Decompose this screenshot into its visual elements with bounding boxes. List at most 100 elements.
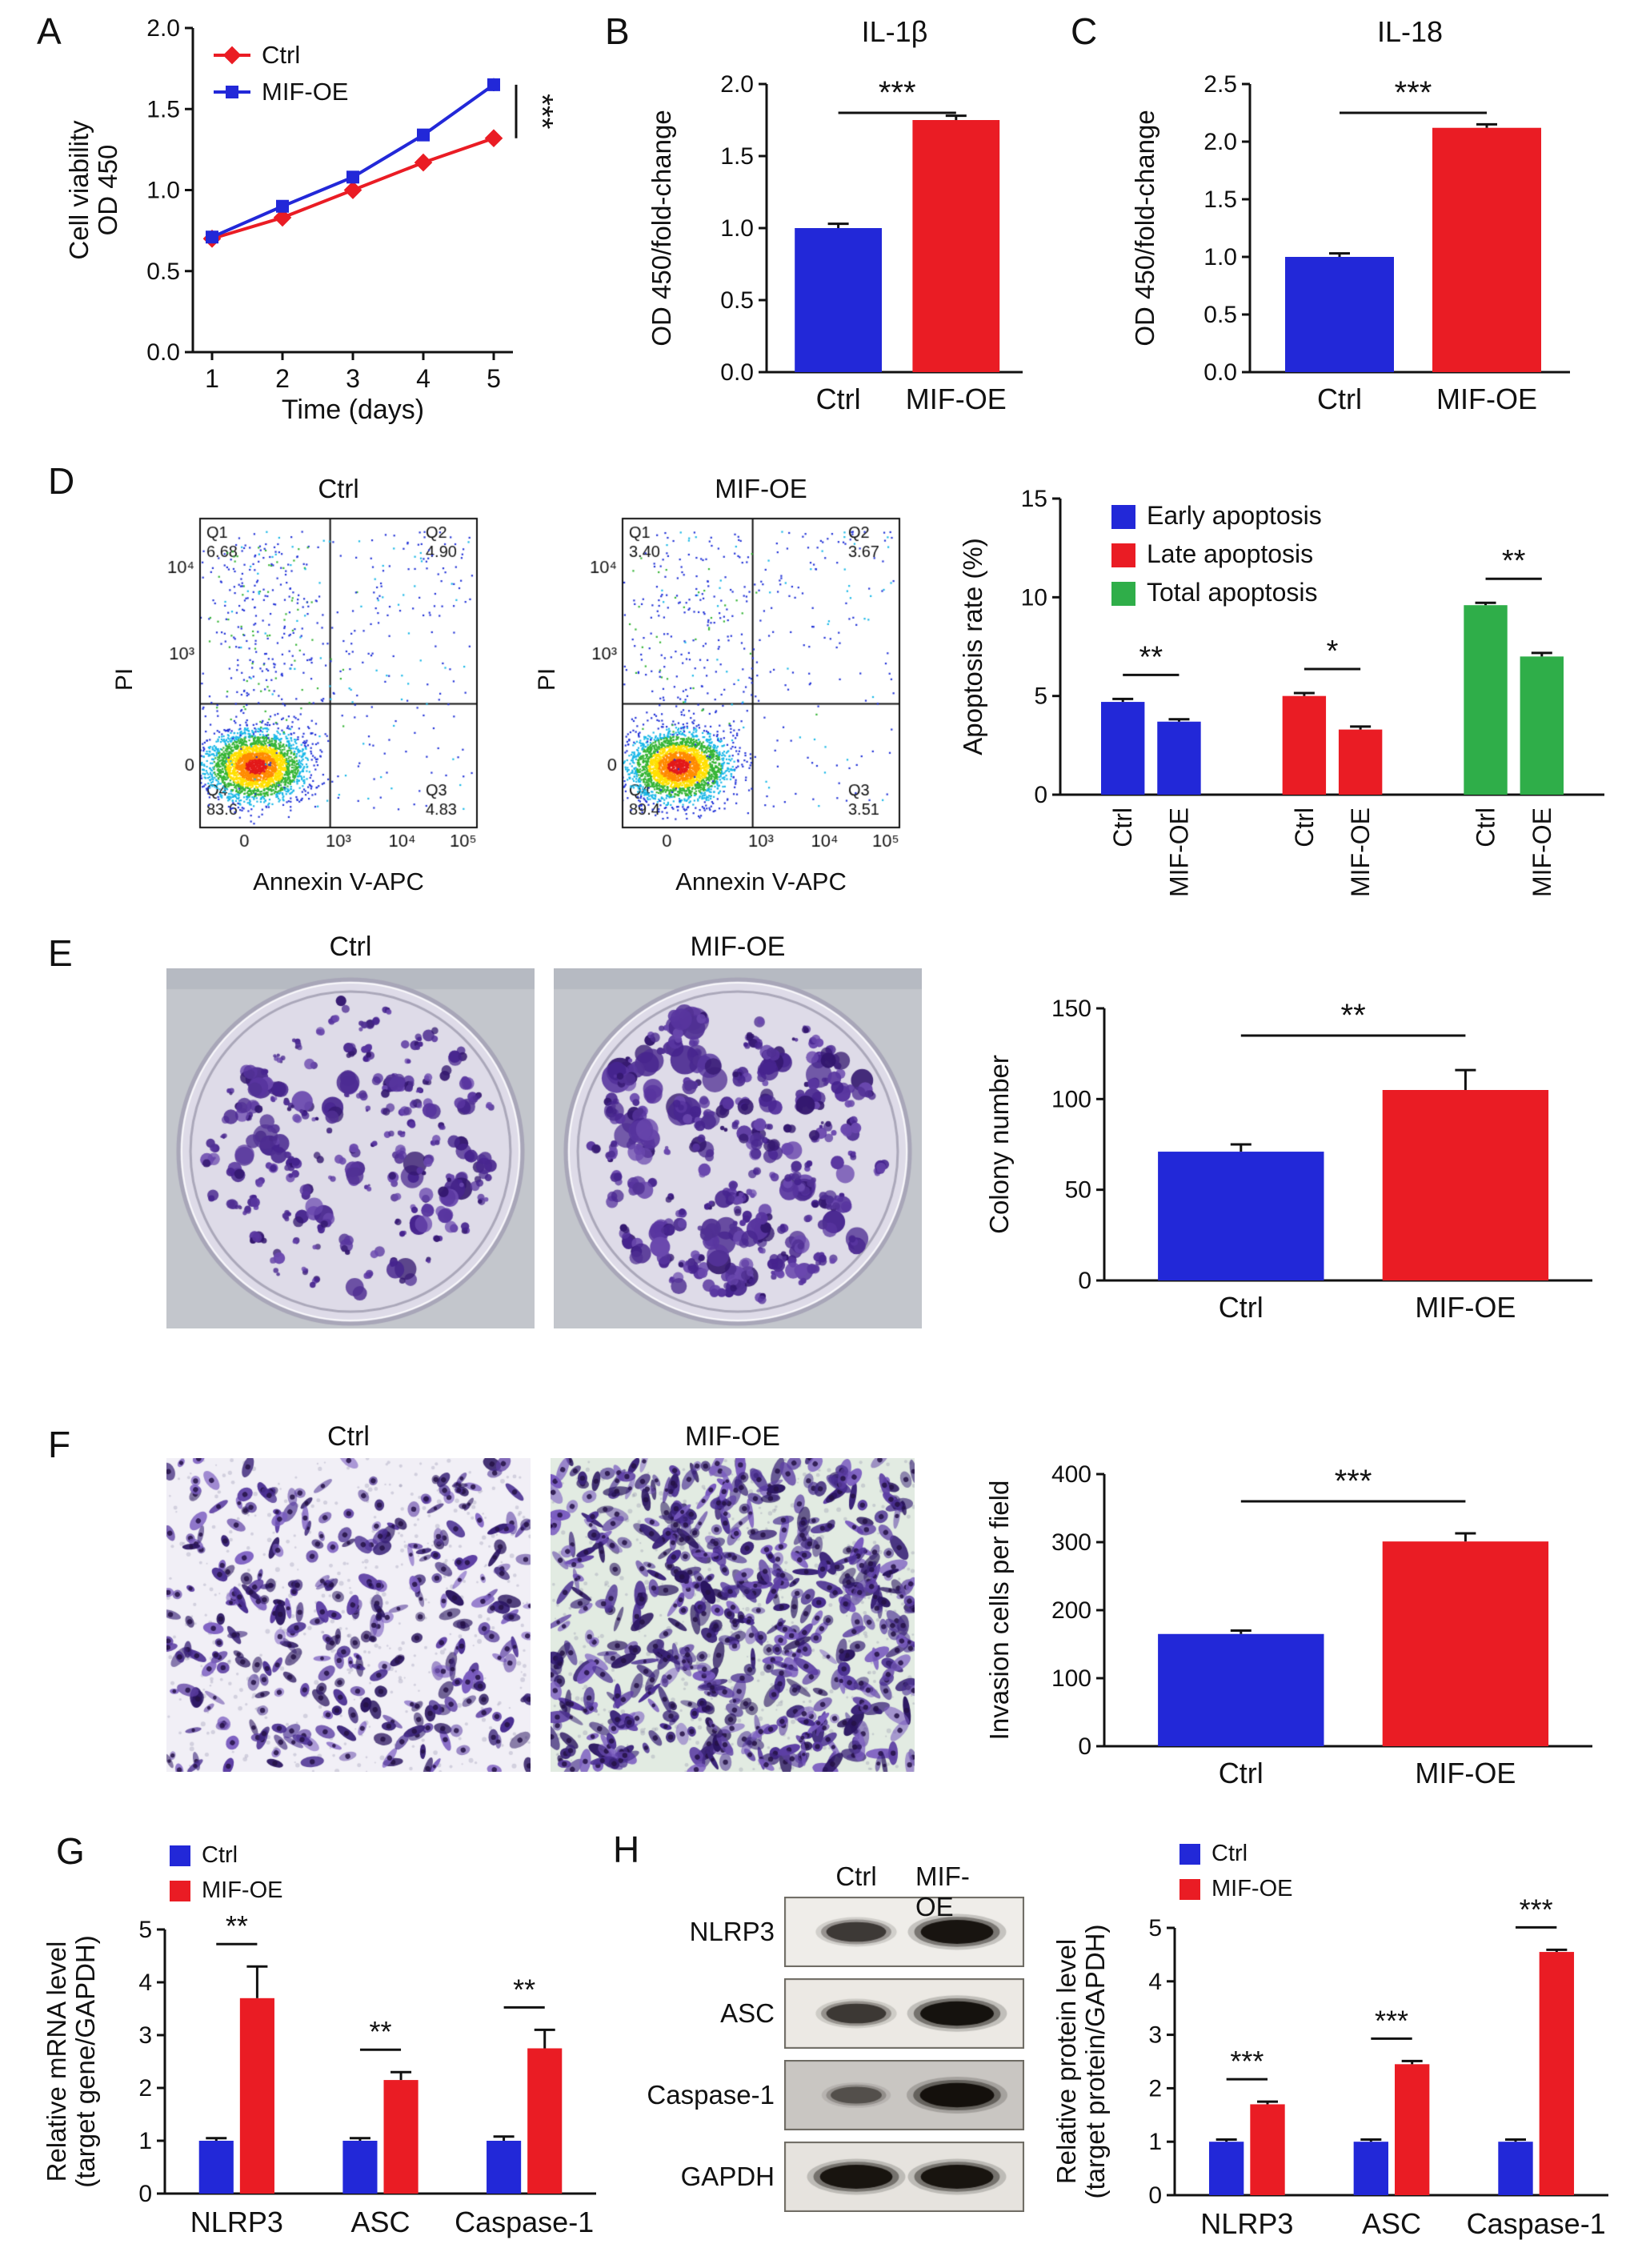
svg-text:MIF-OE: MIF-OE: [1211, 1876, 1293, 1901]
svg-text:Time (days): Time (days): [282, 395, 424, 425]
svg-text:100: 100: [1051, 1665, 1091, 1692]
flow-plot-mifoe: MIF-OE PI Annexin V-APC: [534, 474, 911, 906]
flow-x-axis-label: Annexin V-APC: [675, 868, 847, 896]
svg-text:**: **: [369, 2015, 391, 2048]
svg-text:Late apoptosis: Late apoptosis: [1147, 539, 1313, 568]
svg-text:Relative mRNA level: Relative mRNA level: [42, 1941, 71, 2182]
blot-protein-label-caspase1: Caspase-1: [647, 2080, 775, 2110]
svg-text:Ctrl: Ctrl: [202, 1842, 238, 1868]
flow-title-mifoe: MIF-OE: [715, 474, 807, 503]
svg-text:0.5: 0.5: [146, 258, 180, 285]
svg-text:2.0: 2.0: [720, 71, 754, 98]
svg-text:300: 300: [1051, 1529, 1091, 1556]
svg-text:OD 450: OD 450: [93, 145, 122, 236]
svg-text:5: 5: [487, 364, 501, 393]
colony-image-mifoe: MIF-OE: [554, 932, 922, 1328]
svg-text:1.5: 1.5: [1203, 186, 1237, 213]
svg-text:Invasion cells per field: Invasion cells per field: [984, 1481, 1014, 1741]
svg-text:OD 450/fold-change: OD 450/fold-change: [1130, 110, 1159, 346]
flow-y-axis-label: PI: [111, 667, 138, 691]
svg-text:MIF-OE: MIF-OE: [1164, 807, 1193, 897]
svg-text:ASC: ASC: [350, 2206, 410, 2238]
svg-text:Ctrl: Ctrl: [1290, 807, 1319, 847]
blot-row-nlrp3: NLRP3: [640, 1897, 1040, 1967]
flow-title-ctrl: Ctrl: [318, 474, 359, 503]
svg-text:MIF-OE: MIF-OE: [1415, 1291, 1516, 1324]
blot-col-label-mifoe: MIF-OE: [915, 1861, 970, 1921]
svg-text:**: **: [1341, 998, 1366, 1033]
apoptosis-rate-bar-chart: 0 5 10 15 Ctrl MIF-OE ** Ctrl MIF-OE * Ctrl MIF-OE *…: [940, 471, 1620, 931]
svg-text:Ctrl: Ctrl: [262, 41, 300, 69]
blot-col-label-ctrl: Ctrl: [835, 1861, 877, 1891]
svg-text:***: ***: [1520, 1893, 1553, 1925]
svg-text:15: 15: [1021, 486, 1047, 512]
svg-text:Ctrl: Ctrl: [1108, 807, 1137, 847]
flow-scatter-canvas-ctrl: [149, 511, 485, 860]
svg-text:Ctrl: Ctrl: [1219, 1757, 1264, 1789]
panel-label-b: B: [605, 10, 630, 52]
colony-dish-canvas-mifoe: [554, 968, 922, 1328]
blot-row-gapdh: GAPDH: [640, 2142, 1040, 2212]
panel-label-a: A: [37, 10, 62, 52]
svg-text:0: 0: [1078, 1733, 1091, 1760]
svg-text:Total apoptosis: Total apoptosis: [1147, 578, 1317, 607]
svg-text:**: **: [513, 1973, 535, 2006]
svg-text:4: 4: [138, 1969, 152, 1996]
flow-y-axis-label: PI: [534, 667, 561, 691]
svg-text:10: 10: [1021, 584, 1047, 611]
blot-row-asc: ASC: [640, 1978, 1040, 2049]
svg-text:3: 3: [138, 2022, 152, 2049]
svg-text:2: 2: [275, 364, 290, 393]
panel-label-g: G: [56, 1830, 85, 1872]
svg-text:Ctrl: Ctrl: [1219, 1291, 1264, 1324]
svg-text:MIF-OE: MIF-OE: [262, 78, 349, 106]
svg-text:5: 5: [1148, 1915, 1162, 1941]
svg-text:3: 3: [346, 364, 360, 393]
blot-band-canvas-nlrp3: [784, 1897, 1024, 1967]
svg-text:Caspase-1: Caspase-1: [1467, 2207, 1606, 2240]
svg-text:1.0: 1.0: [1203, 244, 1237, 270]
colony-image-ctrl: Ctrl: [166, 932, 535, 1328]
svg-text:MIF-OE: MIF-OE: [1346, 807, 1375, 897]
panel-label-e: E: [48, 932, 73, 974]
svg-text:0.5: 0.5: [720, 287, 754, 314]
svg-text:2: 2: [1148, 2075, 1162, 2102]
svg-text:0.0: 0.0: [1203, 359, 1237, 386]
panel-label-f: F: [48, 1424, 71, 1465]
svg-text:MIF-OE: MIF-OE: [202, 1877, 283, 1903]
colony-dish-canvas-ctrl: [166, 968, 535, 1328]
svg-text:*: *: [1327, 635, 1339, 668]
svg-text:400: 400: [1051, 1461, 1091, 1488]
svg-text:Ctrl: Ctrl: [1211, 1841, 1248, 1866]
svg-text:Caspase-1: Caspase-1: [455, 2206, 594, 2238]
svg-text:Early apoptosis: Early apoptosis: [1147, 501, 1322, 530]
svg-text:2: 2: [138, 2075, 152, 2102]
blot-protein-label-nlrp3: NLRP3: [689, 1917, 775, 1946]
svg-text:***: ***: [1230, 2045, 1264, 2078]
svg-text:***: ***: [1375, 2004, 1408, 2037]
svg-text:0: 0: [1148, 2182, 1162, 2209]
svg-text:Apoptosis rate (%): Apoptosis rate (%): [958, 538, 987, 755]
svg-text:5: 5: [138, 1917, 152, 1943]
colony-image-title-ctrl: Ctrl: [329, 932, 372, 962]
svg-text:MIF-OE: MIF-OE: [906, 383, 1007, 415]
cell-viability-line-chart: 0.0 0.5 1.0 1.5 2.0 1 2 3 4 5 Time (days) Cell viab…: [53, 8, 581, 436]
western-blot: Ctrl MIF-OE NLRP3 ASC Caspase-1 GAPDH: [640, 1861, 1040, 2223]
svg-text:IL-18: IL-18: [1377, 15, 1443, 48]
blot-band-canvas-asc: [784, 1978, 1024, 2049]
svg-text:(target gene/GAPDH): (target gene/GAPDH): [70, 1935, 100, 2187]
svg-text:5: 5: [1034, 683, 1047, 710]
blot-row-caspase1: Caspase-1: [640, 2060, 1040, 2130]
invasion-image-ctrl: Ctrl: [166, 1421, 531, 1772]
svg-text:2.0: 2.0: [146, 15, 180, 42]
svg-text:4: 4: [416, 364, 431, 393]
blot-protein-label-asc: ASC: [720, 1998, 775, 2028]
svg-text:(target protein/GAPDH): (target protein/GAPDH): [1080, 1925, 1110, 2199]
svg-text:2.0: 2.0: [1203, 129, 1237, 155]
svg-text:Colony number: Colony number: [984, 1055, 1014, 1234]
flow-x-axis-label: Annexin V-APC: [253, 868, 424, 896]
svg-text:***: ***: [1395, 75, 1432, 110]
svg-text:0.5: 0.5: [1203, 302, 1237, 328]
svg-text:1.5: 1.5: [146, 96, 180, 122]
